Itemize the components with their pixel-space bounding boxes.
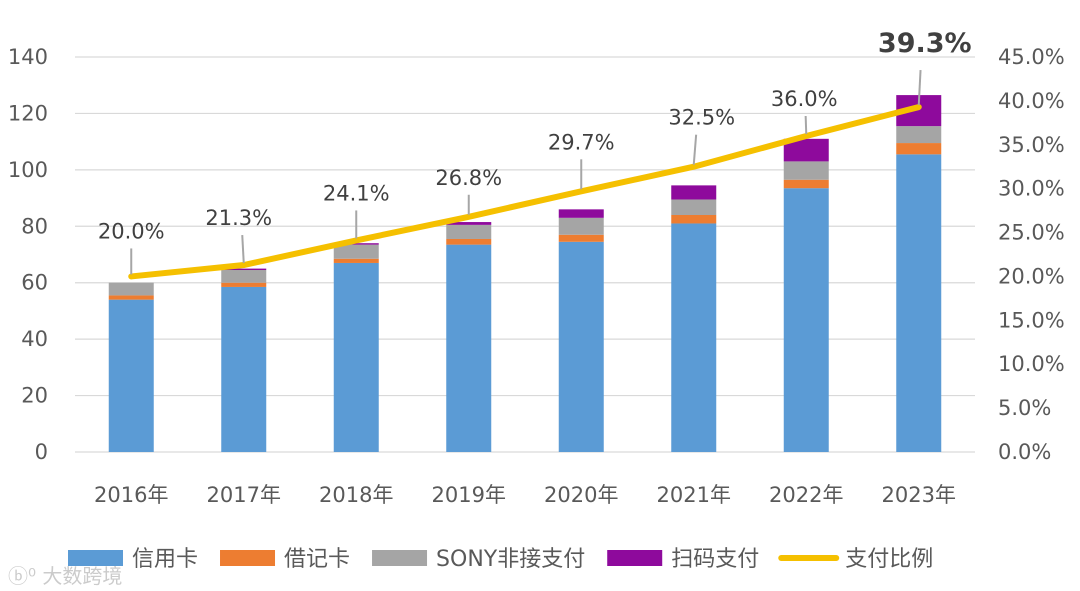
bar-segment	[333, 262, 379, 452]
y-left-tick-label: 80	[21, 214, 48, 238]
line-data-label: 20.0%	[98, 219, 165, 243]
legend-swatch	[607, 550, 663, 566]
y-right-tick-label: 0.0%	[998, 440, 1051, 464]
bar-segment	[333, 258, 379, 263]
y-right-tick-label: 10.0%	[998, 352, 1065, 376]
data-label-leader	[692, 134, 698, 165]
watermark-logo-icon: ⓑ⁰	[8, 564, 37, 588]
y-right-tick-label: 20.0%	[998, 264, 1065, 288]
legend-label: 信用卡	[132, 547, 198, 572]
bar-segment	[671, 223, 717, 452]
legend-swatch	[372, 550, 428, 566]
bar-segment	[671, 215, 717, 224]
legend-label: 扫码支付	[671, 547, 759, 572]
bar-segment	[558, 241, 604, 452]
bar-segment	[108, 295, 154, 300]
watermark-text: 大数跨境	[42, 564, 123, 588]
bar-segment	[446, 244, 492, 452]
x-tick-label: 2021年	[657, 483, 731, 507]
bar-segment	[783, 161, 829, 180]
data-label-leader	[241, 234, 245, 264]
watermark: ⓑ⁰ 大数跨境	[8, 560, 122, 589]
y-left-tick-label: 40	[21, 327, 48, 351]
x-tick-label: 2023年	[882, 483, 956, 507]
legend-swatch	[220, 550, 276, 566]
x-tick-label: 2019年	[432, 483, 506, 507]
legend-label: 支付比例	[845, 547, 933, 572]
x-tick-label: 2017年	[207, 483, 281, 507]
bar-segment	[558, 234, 604, 242]
bar-segment	[221, 286, 267, 452]
legend-label: SONY非接支付	[436, 547, 585, 572]
y-left-tick-label: 120	[8, 101, 48, 125]
bar-segment	[783, 188, 829, 453]
y-right-tick-label: 25.0%	[998, 221, 1065, 245]
data-label-leader	[917, 69, 922, 106]
bar-segment	[221, 270, 267, 283]
x-tick-label: 2020年	[544, 483, 618, 507]
bar-segment	[108, 299, 154, 452]
y-right-tick-label: 30.0%	[998, 177, 1065, 201]
line-data-label: 36.0%	[771, 87, 838, 111]
bar-segment	[446, 222, 492, 225]
y-left-tick-label: 60	[21, 271, 48, 295]
bar-segment	[221, 268, 267, 271]
y-right-tick-label: 15.0%	[998, 308, 1065, 332]
y-right-tick-label: 35.0%	[998, 133, 1065, 157]
bar-segment	[108, 282, 154, 296]
line-data-label: 29.7%	[548, 130, 615, 154]
bar-segment	[671, 185, 717, 200]
bar-segment	[896, 126, 942, 144]
y-right-tick-label: 45.0%	[998, 45, 1065, 69]
y-left-tick-label: 140	[8, 45, 48, 69]
bar-segment	[333, 244, 379, 259]
bar-segment	[896, 143, 942, 155]
line-series	[128, 104, 922, 280]
line-data-label: 21.3%	[205, 206, 272, 230]
bar-segment	[221, 282, 267, 287]
y-left-tick-label: 100	[8, 158, 48, 182]
x-tick-label: 2022年	[769, 483, 843, 507]
bar-segment	[783, 138, 829, 162]
bar-segment	[558, 209, 604, 218]
bar-segment	[896, 154, 942, 452]
y-right-tick-label: 5.0%	[998, 396, 1051, 420]
bar-segment	[446, 238, 492, 245]
line-data-label: 26.8%	[435, 166, 502, 190]
bar-segment	[333, 243, 379, 245]
bar-segment	[446, 224, 492, 239]
bar-segment	[558, 217, 604, 235]
bar-segment	[783, 179, 829, 189]
line-data-label: 32.5%	[668, 106, 735, 130]
y-right-tick-label: 40.0%	[998, 89, 1065, 113]
x-tick-label: 2018年	[319, 483, 393, 507]
legend-swatch	[68, 550, 123, 566]
y-left-tick-label: 0	[35, 440, 48, 464]
bar-segment	[671, 199, 717, 215]
y-left-tick-label: 20	[21, 384, 48, 408]
line-data-label: 39.3%	[878, 28, 972, 59]
legend-label: 借记卡	[284, 547, 350, 572]
x-tick-label: 2016年	[94, 483, 168, 507]
line-data-label: 24.1%	[323, 181, 390, 205]
data-label-leader	[804, 115, 808, 135]
